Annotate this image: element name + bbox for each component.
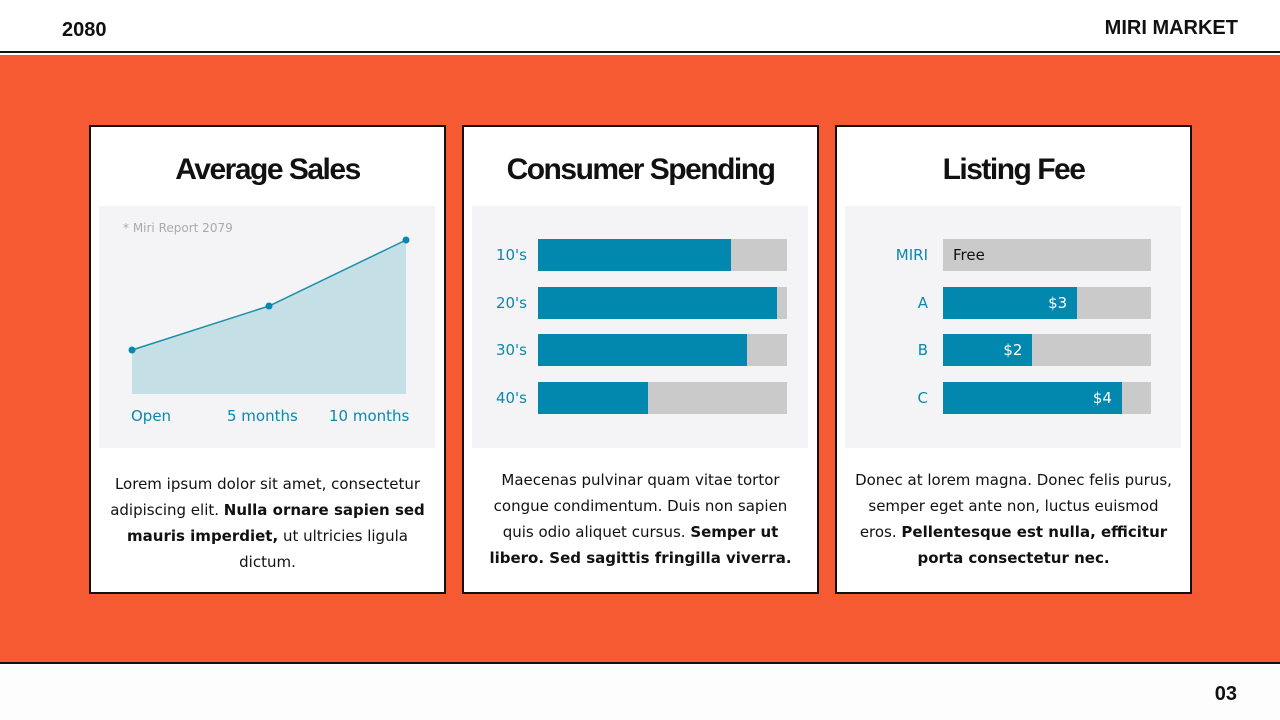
data-point [128, 346, 136, 354]
bar [538, 382, 648, 414]
bar-row: 20's [472, 287, 808, 319]
bar [538, 239, 731, 271]
header: 2080 MIRI MARKET [0, 0, 1280, 53]
category-label: 20's [495, 294, 527, 312]
card-title: Consumer Spending [506, 153, 776, 186]
category-label: 40's [495, 389, 527, 407]
bar-track: $2 [943, 334, 1151, 366]
data-point [402, 236, 410, 244]
bar-chart: MIRI Free A $3 B $2 C $4 [845, 206, 1181, 448]
bar [538, 287, 778, 319]
category-label: 30's [495, 341, 527, 359]
desc-bold: Pellentesque est nulla, efficitur porta … [901, 523, 1168, 567]
card-average-sales: Average Sales * Miri Report 2079 Open 5 … [89, 125, 446, 594]
card-title: Listing Fee [942, 153, 1086, 186]
bar-track: Free [943, 239, 1151, 271]
bar [943, 334, 1033, 366]
desc-text: Donec at lorem magna. Donec felis purus,… [855, 471, 1172, 541]
bar-row: 10's [472, 239, 808, 271]
card-description: Donec at lorem magna. Donec felis purus,… [851, 467, 1176, 571]
category-label: B [917, 341, 928, 359]
card-title: Average Sales [175, 153, 361, 186]
bar-row: MIRI Free [845, 239, 1181, 271]
bar-track: $4 [943, 382, 1151, 414]
brand-label: MIRI MARKET [1104, 17, 1238, 39]
desc-tail: ut ultricies ligula dictum. [239, 527, 408, 571]
bar-row: A $3 [845, 287, 1181, 319]
bar-track [538, 239, 787, 271]
bar-track [538, 382, 787, 414]
card-listing-fee: Listing Fee MIRI Free A $3 B $2 C $4 Donec at l… [835, 125, 1192, 594]
bar-chart: 10's 20's 30's 40's [472, 206, 808, 448]
category-label: MIRI [895, 246, 928, 264]
desc-bold: Nulla ornare sapien sed mauris imperdiet… [127, 501, 425, 545]
bar-value-label: $3 [1048, 294, 1068, 312]
bar [943, 382, 1122, 414]
bar-value-label: Free [953, 246, 985, 264]
category-label: 10's [495, 246, 527, 264]
bar-row: C $4 [845, 382, 1181, 414]
x-tick-label: 5 months [227, 407, 298, 425]
bar-value-label: $2 [1003, 341, 1023, 359]
area-chart-svg [128, 236, 410, 394]
card-description: Maecenas pulvinar quam vitae tortor cong… [478, 467, 803, 571]
category-label: C [917, 389, 928, 407]
footer: 03 [0, 666, 1280, 720]
bar-row: B $2 [845, 334, 1181, 366]
category-label: A [917, 294, 928, 312]
x-tick-label: 10 months [329, 407, 410, 425]
x-tick-label: Open [131, 407, 172, 425]
area-chart: * Miri Report 2079 Open 5 months 10 mont… [99, 206, 435, 448]
bar-value-label: $4 [1092, 389, 1112, 407]
bar [538, 334, 748, 366]
chart-note: * Miri Report 2079 [123, 221, 233, 235]
bar-track [538, 287, 787, 319]
area-fill [132, 240, 406, 394]
bar-row: 40's [472, 382, 808, 414]
bar-track [538, 334, 787, 366]
card-consumer-spending: Consumer Spending 10's 20's 30's 40's Maece… [462, 125, 819, 594]
bar-track: $3 [943, 287, 1151, 319]
desc-text: Lorem ipsum dolor sit amet, consectetur … [110, 475, 421, 519]
data-point [265, 302, 273, 310]
bar-row: 30's [472, 334, 808, 366]
bar [943, 287, 1078, 319]
desc-text: Maecenas pulvinar quam vitae tortor cong… [493, 471, 788, 541]
year-label: 2080 [62, 19, 107, 41]
card-description: Lorem ipsum dolor sit amet, consectetur … [105, 471, 430, 575]
page-number: 03 [1214, 683, 1237, 705]
desc-bold: Semper ut libero. Sed sagittis fringilla… [489, 523, 792, 567]
